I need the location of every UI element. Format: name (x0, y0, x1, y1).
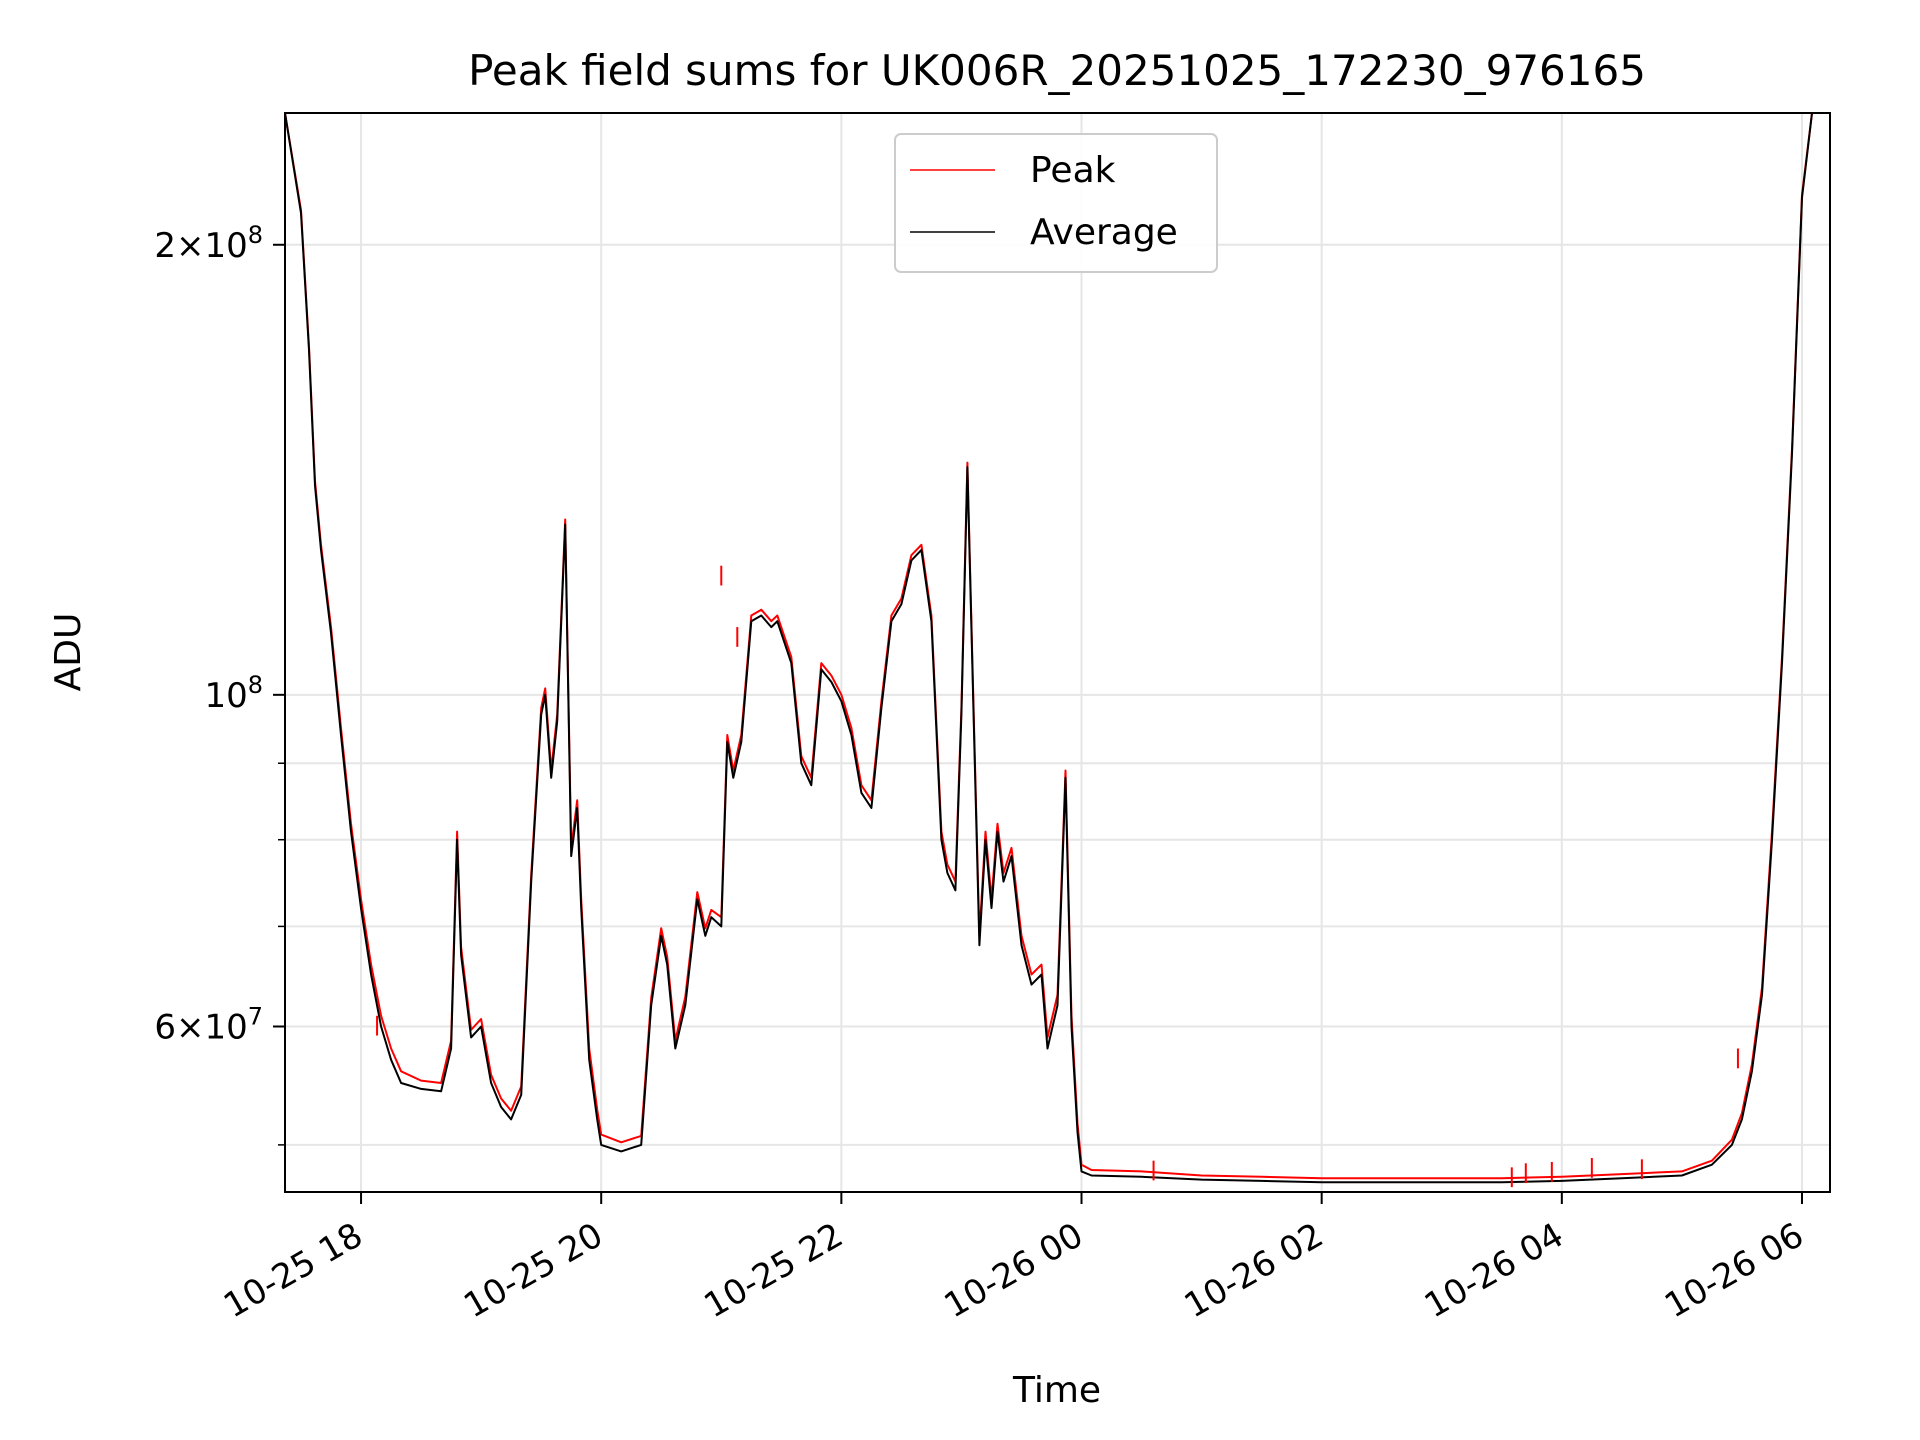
y-axis-label: ADU (48, 613, 89, 692)
axes-frame (284, 112, 1831, 1193)
x-tick-label: 10-26 02 (1178, 1215, 1330, 1326)
legend-average-label: Average (1030, 212, 1178, 253)
x-tick-label: 10-26 06 (1658, 1215, 1810, 1326)
y-tick-label: 6×107 (154, 1003, 263, 1048)
chart-title: Peak field sums for UK006R_20251025_1722… (468, 46, 1646, 95)
plot-area (285, 113, 1813, 1188)
grid-lines (285, 113, 1830, 1192)
x-axis: 10-25 18 10-25 20 10-25 22 10-26 00 10-26 02… (217, 1192, 1810, 1326)
legend-box (894, 133, 1218, 273)
legend-peak-label: Peak (1030, 150, 1116, 191)
x-tick-label: 10-25 20 (457, 1215, 609, 1326)
y-tick-label: 108 (204, 671, 263, 716)
x-axis-label: Time (1012, 1370, 1101, 1411)
legend: Peak Average (894, 133, 1218, 273)
y-tick-label: 2×108 (154, 221, 263, 266)
x-tick-label: 10-26 00 (938, 1215, 1090, 1326)
average-series-line (285, 113, 1813, 1184)
x-tick-label: 10-25 18 (217, 1215, 369, 1326)
x-tick-label: 10-26 04 (1418, 1215, 1570, 1326)
y-axis: 6×107 108 2×108 (154, 221, 285, 1146)
x-tick-label: 10-25 22 (697, 1215, 849, 1326)
